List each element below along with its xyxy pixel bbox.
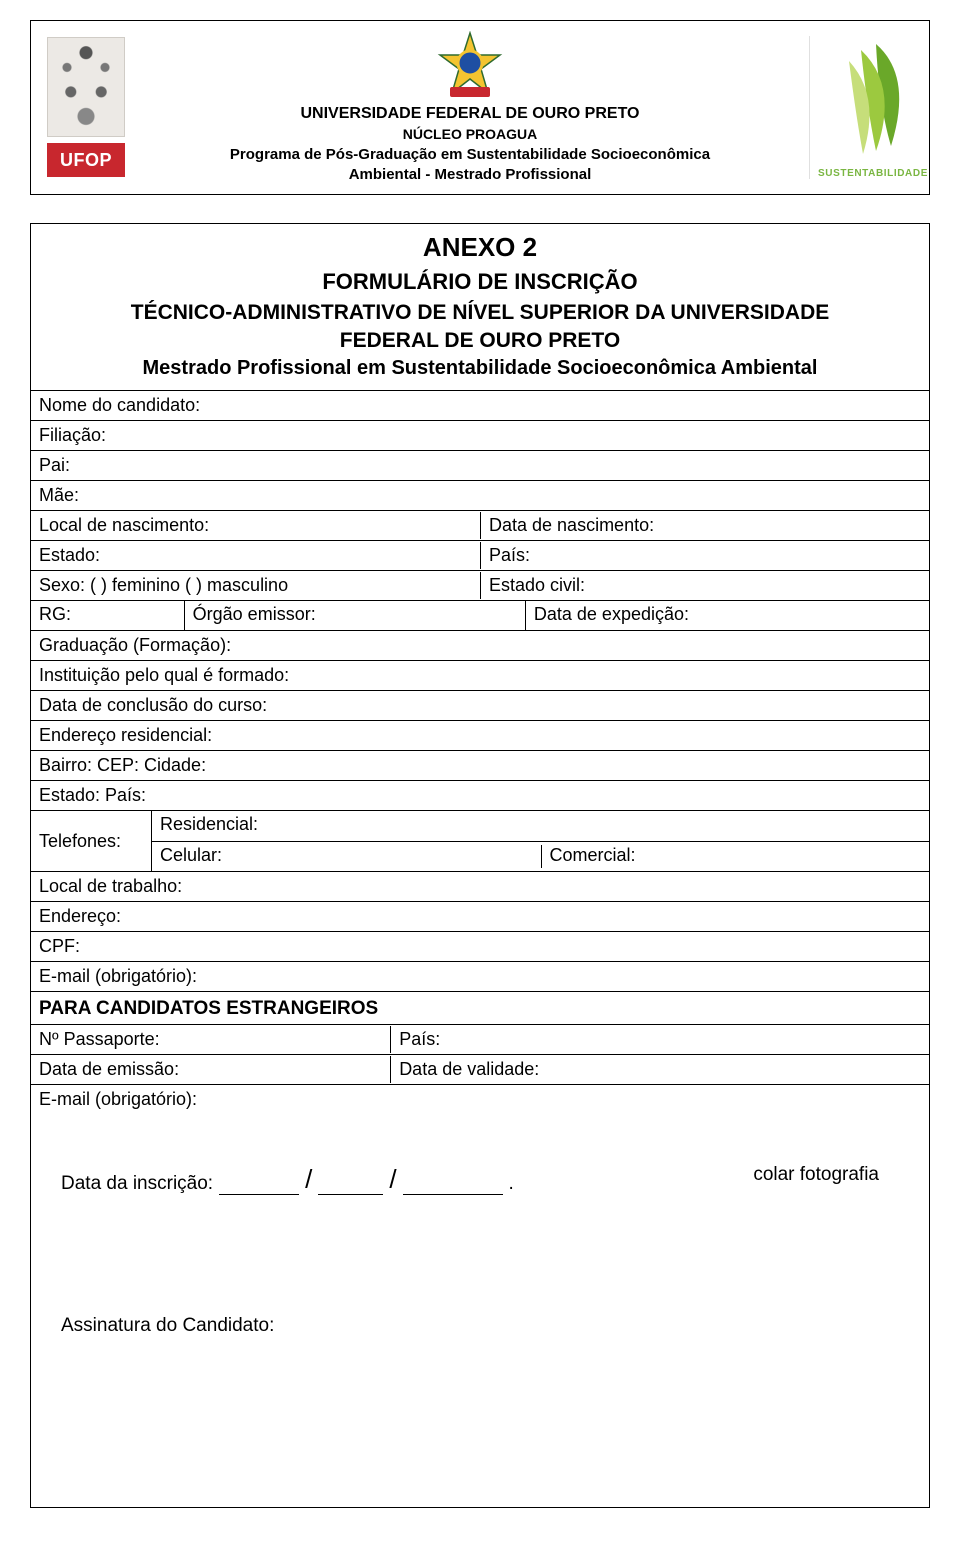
label-cpf: CPF: xyxy=(31,933,929,960)
row-cpf: CPF: xyxy=(31,931,929,961)
row-telefones: Telefones: Residencial: Celular: Comerci… xyxy=(31,810,929,871)
telefones-sub: Residencial: Celular: Comercial: xyxy=(151,811,929,871)
label-rg: RG: xyxy=(31,601,184,630)
sustentabilidade-icon xyxy=(821,36,916,166)
label-data-nasc: Data de nascimento: xyxy=(480,512,929,539)
form-subtitle-program: Mestrado Profissional em Sustentabilidad… xyxy=(41,357,919,380)
row-local-trabalho: Local de trabalho: xyxy=(31,871,929,901)
label-data-emissao: Data de emissão: xyxy=(31,1056,390,1083)
label-filiacao: Filiação: xyxy=(31,422,929,449)
form-container: ANEXO 2 FORMULÁRIO DE INSCRIÇÃO TÉCNICO-… xyxy=(30,223,930,1509)
sep2: / xyxy=(389,1164,396,1195)
label-endereco: Endereço: xyxy=(31,903,929,930)
period: . xyxy=(509,1173,514,1195)
label-pais2: País: xyxy=(390,1026,929,1053)
nucleus-name: NÚCLEO PROAGUA xyxy=(141,126,799,142)
label-sexo: Sexo: ( ) feminino ( ) masculino xyxy=(31,572,480,599)
program-line2: Ambiental - Mestrado Profissional xyxy=(141,165,799,185)
form-title-block: ANEXO 2 FORMULÁRIO DE INSCRIÇÃO TÉCNICO-… xyxy=(31,224,929,391)
sep1: / xyxy=(305,1164,312,1195)
label-orgao: Órgão emissor: xyxy=(184,601,525,630)
label-colar-fotografia: colar fotografia xyxy=(753,1164,879,1186)
row-tel-celular: Celular: Comercial: xyxy=(152,841,929,871)
coat-of-arms-icon xyxy=(47,37,125,137)
row-emissao-validade: Data de emissão: Data de validade: xyxy=(31,1054,929,1084)
label-estado-pais: Estado: País: xyxy=(31,782,929,809)
row-sexo: Sexo: ( ) feminino ( ) masculino Estado … xyxy=(31,570,929,600)
page: UFOP UNIVERSIDADE FEDERAL DE OURO PRETO … xyxy=(0,0,960,1548)
form-subtitle-line2: FEDERAL DE OURO PRETO xyxy=(41,327,919,355)
row-instituicao: Instituição pelo qual é formado: xyxy=(31,660,929,690)
label-mae: Mãe: xyxy=(31,482,929,509)
anexo-title: ANEXO 2 xyxy=(41,232,919,263)
row-passaporte: Nº Passaporte: País: xyxy=(31,1024,929,1054)
row-estado-pais2: Estado: País: xyxy=(31,780,929,810)
label-comercial: Comercial: xyxy=(541,845,922,868)
row-pai: Pai: xyxy=(31,450,929,480)
label-instituicao: Instituição pelo qual é formado: xyxy=(31,662,929,689)
row-endereco: Endereço: xyxy=(31,901,929,931)
row-email: E-mail (obrigatório): xyxy=(31,961,929,991)
form-title: FORMULÁRIO DE INSCRIÇÃO xyxy=(41,269,919,295)
label-email2: E-mail (obrigatório): xyxy=(31,1086,929,1113)
row-bairro: Bairro: CEP: Cidade: xyxy=(31,750,929,780)
label-data-inscricao: Data da inscrição: xyxy=(61,1173,213,1195)
row-tel-residencial: Residencial: xyxy=(152,811,929,841)
label-data-conclusao: Data de conclusão do curso: xyxy=(31,692,929,719)
label-assinatura: Assinatura do Candidato: xyxy=(61,1315,899,1337)
row-filiacao: Filiação: xyxy=(31,420,929,450)
label-bairro: Bairro: CEP: Cidade: xyxy=(31,752,929,779)
letterhead: UFOP UNIVERSIDADE FEDERAL DE OURO PRETO … xyxy=(30,20,930,195)
row-mae: Mãe: xyxy=(31,480,929,510)
blank-day xyxy=(219,1173,299,1195)
label-endereco-res: Endereço residencial: xyxy=(31,722,929,749)
label-residencial: Residencial: xyxy=(160,814,541,838)
label-email: E-mail (obrigatório): xyxy=(31,963,929,990)
national-crest-icon xyxy=(435,31,505,101)
logo-left-block: UFOP xyxy=(41,37,131,177)
row-nome: Nome do candidato: xyxy=(31,390,929,420)
label-graduacao: Graduação (Formação): xyxy=(31,632,929,659)
label-nome: Nome do candidato: xyxy=(31,392,929,419)
row-graduacao: Graduação (Formação): xyxy=(31,630,929,660)
label-estado-civil: Estado civil: xyxy=(480,572,929,599)
label-pai: Pai: xyxy=(31,452,929,479)
row-rg: RG: Órgão emissor: Data de expedição: xyxy=(31,600,929,630)
label-celular: Celular: xyxy=(160,845,541,868)
university-name: UNIVERSIDADE FEDERAL DE OURO PRETO xyxy=(141,105,799,123)
ufop-badge: UFOP xyxy=(47,143,125,177)
blank-month xyxy=(318,1173,383,1195)
label-local-nasc: Local de nascimento: xyxy=(31,512,480,539)
logo-right-block: SUSTENTABILIDADE xyxy=(809,36,919,179)
row-local-nasc: Local de nascimento: Data de nascimento: xyxy=(31,510,929,540)
label-estado: Estado: xyxy=(31,542,480,569)
sustentabilidade-label: SUSTENTABILIDADE xyxy=(818,168,919,179)
footer-area: Data da inscrição: / / . colar fotografi… xyxy=(31,1114,929,1347)
row-email2: E-mail (obrigatório): xyxy=(31,1084,929,1114)
row-estado-pais: Estado: País: xyxy=(31,540,929,570)
label-data-exp: Data de expedição: xyxy=(525,601,929,630)
label-local-trabalho: Local de trabalho: xyxy=(31,873,929,900)
letterhead-center: UNIVERSIDADE FEDERAL DE OURO PRETO NÚCLE… xyxy=(131,27,809,188)
section-foreign-title: PARA CANDIDATOS ESTRANGEIROS xyxy=(31,991,929,1024)
label-pais: País: xyxy=(480,542,929,569)
row-endereco-res: Endereço residencial: xyxy=(31,720,929,750)
label-data-validade: Data de validade: xyxy=(390,1056,929,1083)
row-data-conclusao: Data de conclusão do curso: xyxy=(31,690,929,720)
blank-year xyxy=(403,1173,503,1195)
program-line1: Programa de Pós-Graduação em Sustentabil… xyxy=(141,145,799,165)
form-subtitle-line1: TÉCNICO-ADMINISTRATIVO DE NÍVEL SUPERIOR… xyxy=(41,299,919,327)
label-passaporte: Nº Passaporte: xyxy=(31,1026,390,1053)
label-telefones: Telefones: xyxy=(31,811,151,871)
